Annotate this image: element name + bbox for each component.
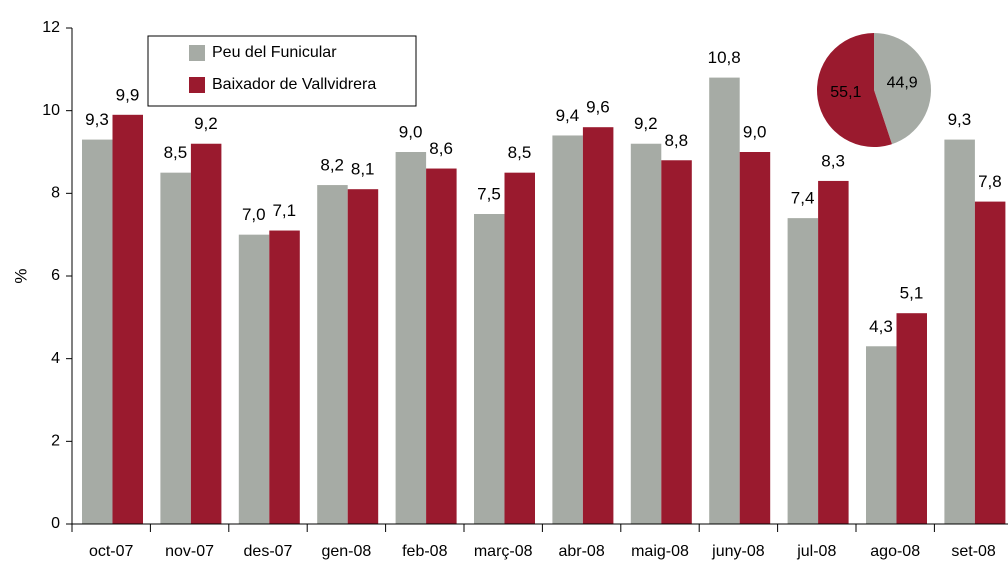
value-label: 4,3 xyxy=(869,317,893,336)
value-label: 8,3 xyxy=(821,151,845,170)
pie-slice xyxy=(817,33,892,147)
legend-label: Baixador de Vallvidrera xyxy=(212,76,376,93)
x-tick-label: abr-08 xyxy=(558,543,604,560)
value-label: 8,5 xyxy=(164,143,188,162)
pie-label: 44,9 xyxy=(887,75,918,92)
bar xyxy=(630,143,662,524)
bar xyxy=(582,127,614,524)
bar xyxy=(238,234,270,524)
y-tick-label: 12 xyxy=(42,19,60,36)
value-label: 8,2 xyxy=(320,156,344,175)
bar xyxy=(190,143,222,524)
value-label: 8,6 xyxy=(429,139,453,158)
bar xyxy=(160,172,191,524)
bar xyxy=(866,346,897,524)
y-tick-label: 4 xyxy=(51,350,60,367)
bar xyxy=(474,214,505,524)
bar xyxy=(818,180,849,524)
bar xyxy=(82,139,113,524)
bar xyxy=(709,77,740,524)
legend-swatch xyxy=(189,45,205,61)
bar xyxy=(426,168,457,525)
x-tick-label: oct-07 xyxy=(89,543,134,560)
value-label: 9,9 xyxy=(116,85,140,104)
bar xyxy=(317,185,348,525)
x-tick-label: març-08 xyxy=(474,543,533,560)
y-tick-label: 6 xyxy=(51,267,60,284)
x-tick-label: juny-08 xyxy=(711,543,765,560)
value-label: 7,5 xyxy=(477,184,501,203)
value-label: 9,6 xyxy=(586,98,610,117)
value-label: 9,3 xyxy=(85,110,109,129)
value-label: 9,0 xyxy=(399,122,423,141)
bar xyxy=(661,160,692,524)
bar xyxy=(112,114,143,525)
bar xyxy=(504,172,535,524)
value-label: 8,1 xyxy=(351,160,375,179)
value-label: 5,1 xyxy=(900,284,924,303)
bar xyxy=(944,139,975,524)
x-tick-label: feb-08 xyxy=(402,543,447,560)
pie-slice xyxy=(874,33,932,145)
bar xyxy=(896,313,927,524)
pie-label: 55,1 xyxy=(830,84,861,101)
x-tick-label: des-07 xyxy=(244,543,293,560)
bar xyxy=(739,152,771,524)
bar xyxy=(552,135,583,524)
x-tick-label: gen-08 xyxy=(321,543,371,560)
value-label: 7,1 xyxy=(272,201,296,220)
value-label: 8,8 xyxy=(664,131,688,150)
legend-swatch xyxy=(189,77,205,93)
value-label: 10,8 xyxy=(708,48,741,67)
value-label: 9,3 xyxy=(948,110,972,129)
bar xyxy=(974,201,1006,524)
bar xyxy=(269,230,300,525)
x-tick-label: maig-08 xyxy=(631,543,689,560)
value-label: 9,4 xyxy=(556,106,580,125)
y-tick-label: 2 xyxy=(51,433,60,450)
y-tick-label: 0 xyxy=(51,515,60,532)
bar xyxy=(787,218,819,524)
value-label: 8,5 xyxy=(508,143,532,162)
y-tick-label: 8 xyxy=(51,185,60,202)
bar xyxy=(347,189,379,524)
x-tick-label: set-08 xyxy=(951,543,996,560)
y-axis-label: % xyxy=(11,268,30,283)
bar xyxy=(395,152,427,524)
value-label: 7,0 xyxy=(242,205,266,224)
value-label: 9,0 xyxy=(743,122,767,141)
legend-label: Peu del Funicular xyxy=(212,44,337,61)
value-label: 7,8 xyxy=(978,172,1002,191)
x-tick-label: nov-07 xyxy=(165,543,214,560)
value-label: 9,2 xyxy=(634,114,658,133)
y-tick-label: 10 xyxy=(42,102,60,119)
value-label: 9,2 xyxy=(194,114,218,133)
value-label: 7,4 xyxy=(791,189,815,208)
x-tick-label: ago-08 xyxy=(870,543,920,560)
x-tick-label: jul-08 xyxy=(796,543,836,560)
